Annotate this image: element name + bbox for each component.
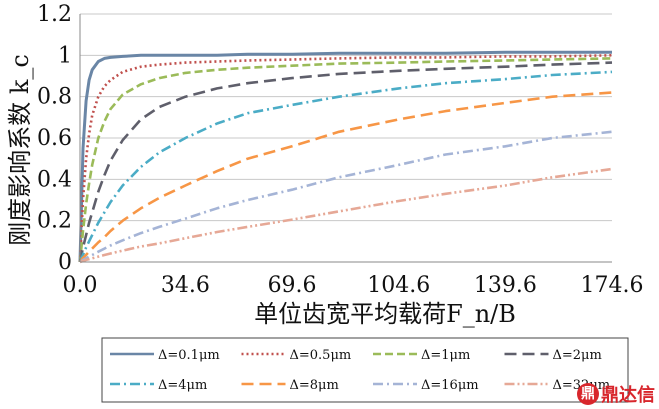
legend-label: Δ=16μm xyxy=(421,378,479,393)
y-tick-label: 0.6 xyxy=(37,126,72,151)
legend-box xyxy=(101,337,629,403)
x-tick-label: 69.6 xyxy=(268,273,317,298)
x-tick-label: 104.6 xyxy=(367,273,430,298)
y-tick-label: 1.2 xyxy=(37,2,72,27)
legend-label: Δ=1μm xyxy=(421,348,470,363)
series-line xyxy=(79,130,613,264)
y-tick-labels: 0 0.2 0.4 0.6 0.8 1 1.2 xyxy=(37,2,72,275)
axes xyxy=(79,14,612,263)
watermark: 鼎 鼎达信 xyxy=(577,381,655,407)
y-tick-label: 1 xyxy=(58,43,72,68)
y-axis-title: 刚度影响系数 k_c xyxy=(6,54,34,246)
y-tick-label: 0.8 xyxy=(37,85,72,110)
watermark-logo-icon: 鼎 xyxy=(577,383,599,405)
legend-label: Δ=8μm xyxy=(290,378,339,393)
legend-label: Δ=0.5μm xyxy=(290,348,352,363)
series-line xyxy=(78,54,613,263)
watermark-text: 鼎达信 xyxy=(601,385,655,406)
y-tick-label: 0 xyxy=(58,250,72,275)
legend-label: Δ=4μm xyxy=(158,378,207,393)
x-axis-title: 单位齿宽平均载荷F_n/B xyxy=(254,300,516,328)
legend: Δ=0.1μm Δ=0.5μm Δ=1μm Δ=2μm Δ=4μm Δ=8μm Δ=16μm… xyxy=(101,337,629,403)
series-line xyxy=(78,61,613,263)
series-lines xyxy=(78,50,613,264)
series-line xyxy=(78,57,613,263)
x-tick-label: 139.6 xyxy=(474,273,537,298)
x-tick-labels: 0.0 34.6 69.6 104.6 139.6 174.6 xyxy=(63,273,644,298)
y-tick-label: 0.4 xyxy=(37,167,72,192)
x-tick-label: 0.0 xyxy=(63,273,98,298)
y-tick-label: 0.2 xyxy=(37,209,72,234)
series-line xyxy=(78,50,612,263)
legend-label: Δ=0.1μm xyxy=(158,348,220,363)
series-line xyxy=(78,91,613,263)
x-tick-label: 34.6 xyxy=(161,273,210,298)
x-tick-label: 174.6 xyxy=(581,273,644,298)
legend-label: Δ=2μm xyxy=(553,348,602,363)
series-line xyxy=(78,70,613,263)
